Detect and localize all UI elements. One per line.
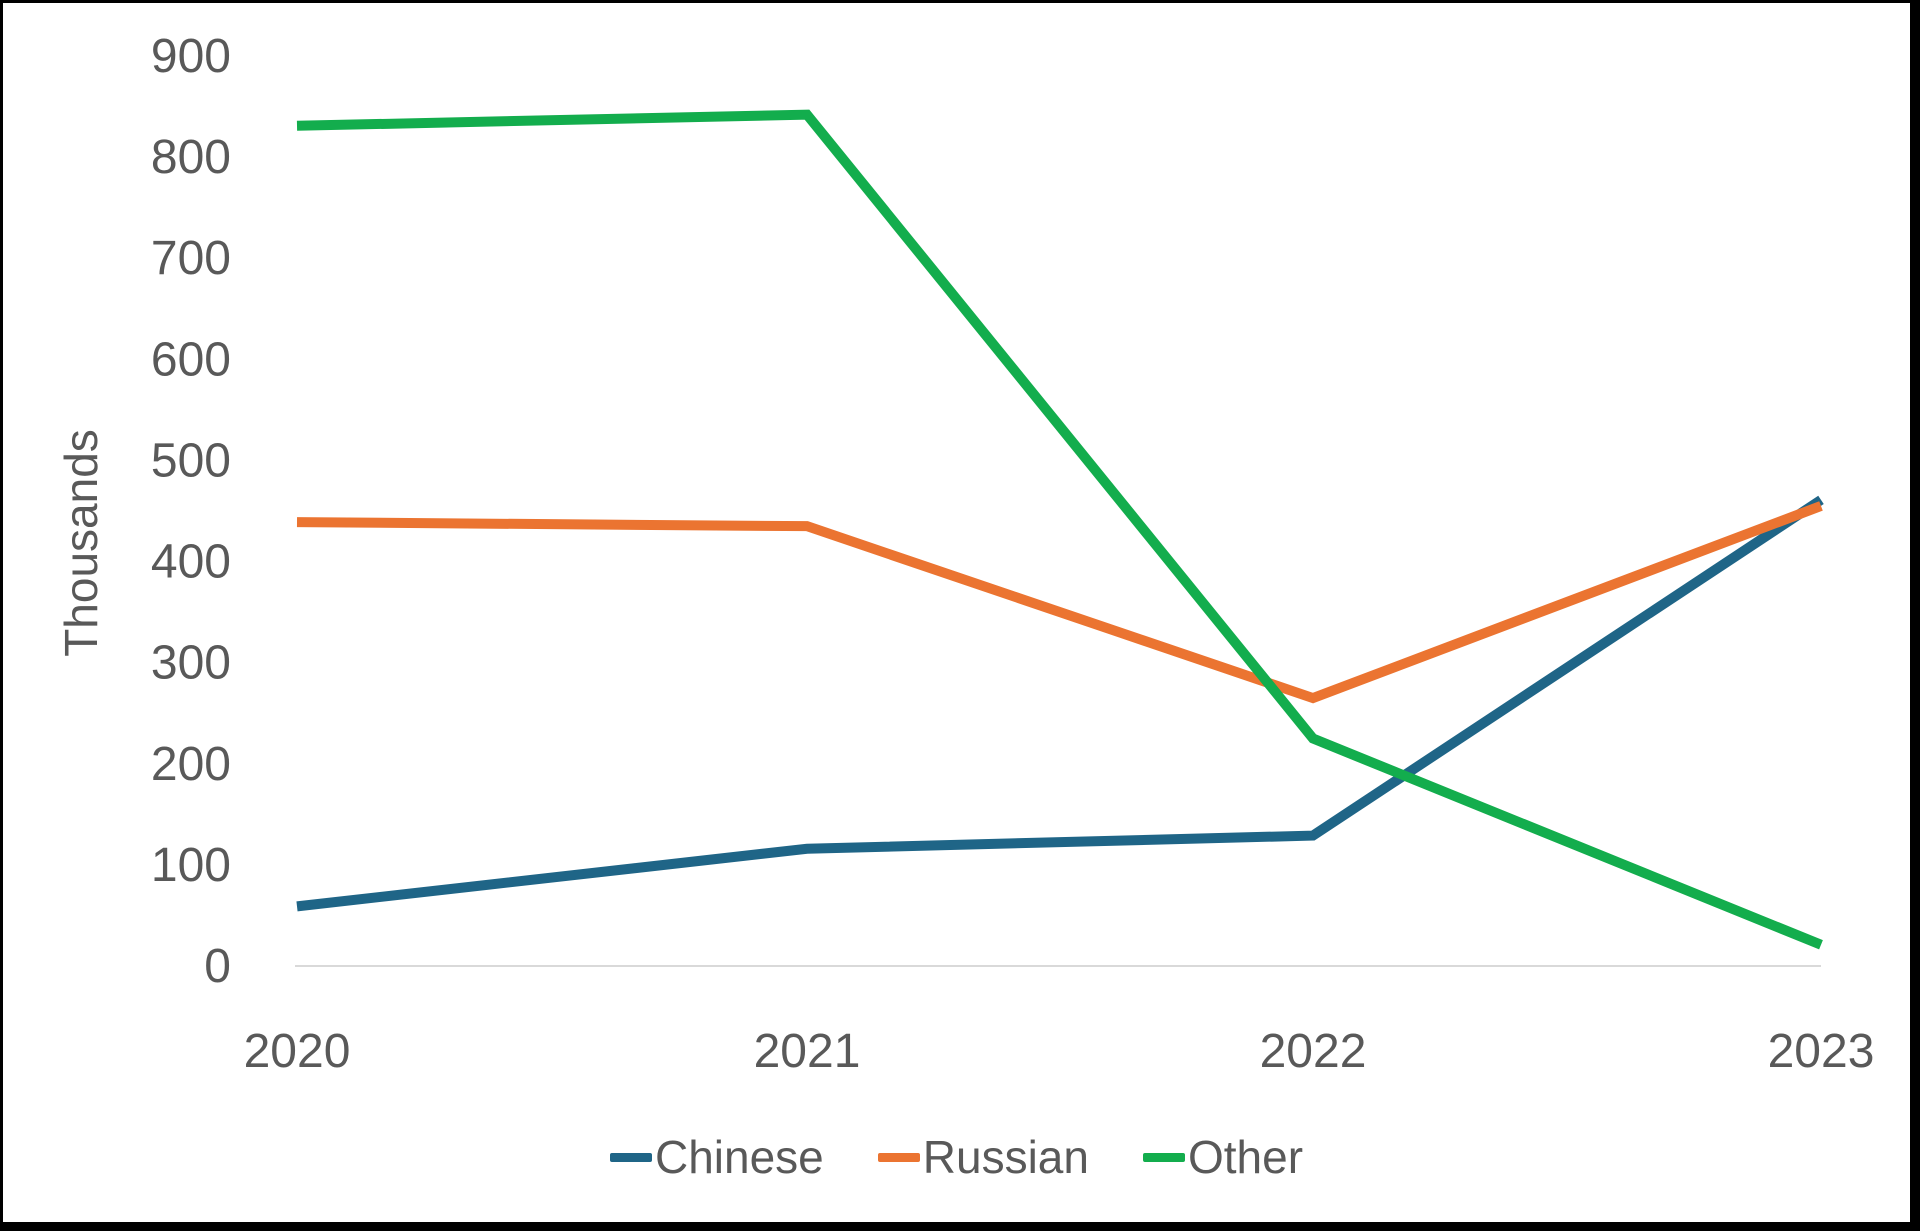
legend-label-chinese: Chinese xyxy=(654,1131,824,1183)
y-axis-tick-label: 900 xyxy=(151,30,231,83)
x-axis-tick-label: 2022 xyxy=(1260,1025,1367,1078)
other-line-swatch-icon xyxy=(1142,1152,1185,1162)
y-axis-tick-label: 600 xyxy=(151,333,231,386)
legend-item-chinese: Chinese xyxy=(609,1131,824,1183)
y-axis-tick-label: 300 xyxy=(151,637,231,690)
x-axis-tick-label: 2023 xyxy=(1768,1025,1875,1078)
legend-label-other: Other xyxy=(1187,1131,1304,1183)
y-axis-tick-label: 200 xyxy=(151,738,231,791)
legend-item-other: Other xyxy=(1142,1131,1304,1183)
line-chart: Thousands 0 100 200 300 400 500 600 700 800 900 2… xyxy=(55,30,1875,1078)
x-axis-tick-label: 2020 xyxy=(244,1025,351,1078)
y-axis-tick-label: 0 xyxy=(204,940,231,993)
x-axis-tick-labels: 2020 2021 2022 2023 xyxy=(244,1025,1875,1078)
series-line-other xyxy=(296,109,1823,950)
russian-line-swatch-icon xyxy=(877,1152,920,1162)
x-axis-tick-label: 2021 xyxy=(754,1025,861,1078)
y-axis-tick-label: 800 xyxy=(151,131,231,184)
legend-item-russian: Russian xyxy=(877,1131,1089,1183)
y-axis-tick-labels: 0 100 200 300 400 500 600 700 800 900 xyxy=(151,30,231,993)
series-line-russian xyxy=(296,501,1823,704)
y-axis-tick-label: 400 xyxy=(151,536,231,589)
legend-label-russian: Russian xyxy=(922,1131,1089,1183)
y-axis-title: Thousands xyxy=(55,429,107,657)
y-axis-tick-label: 700 xyxy=(151,232,231,285)
series-line-chinese xyxy=(296,495,1824,912)
y-axis-tick-label: 100 xyxy=(151,839,231,892)
y-axis-tick-label: 500 xyxy=(151,434,231,487)
series-lines xyxy=(296,109,1824,950)
chinese-line-swatch-icon xyxy=(609,1152,652,1162)
legend: Chinese Russian Other xyxy=(3,1121,1910,1193)
